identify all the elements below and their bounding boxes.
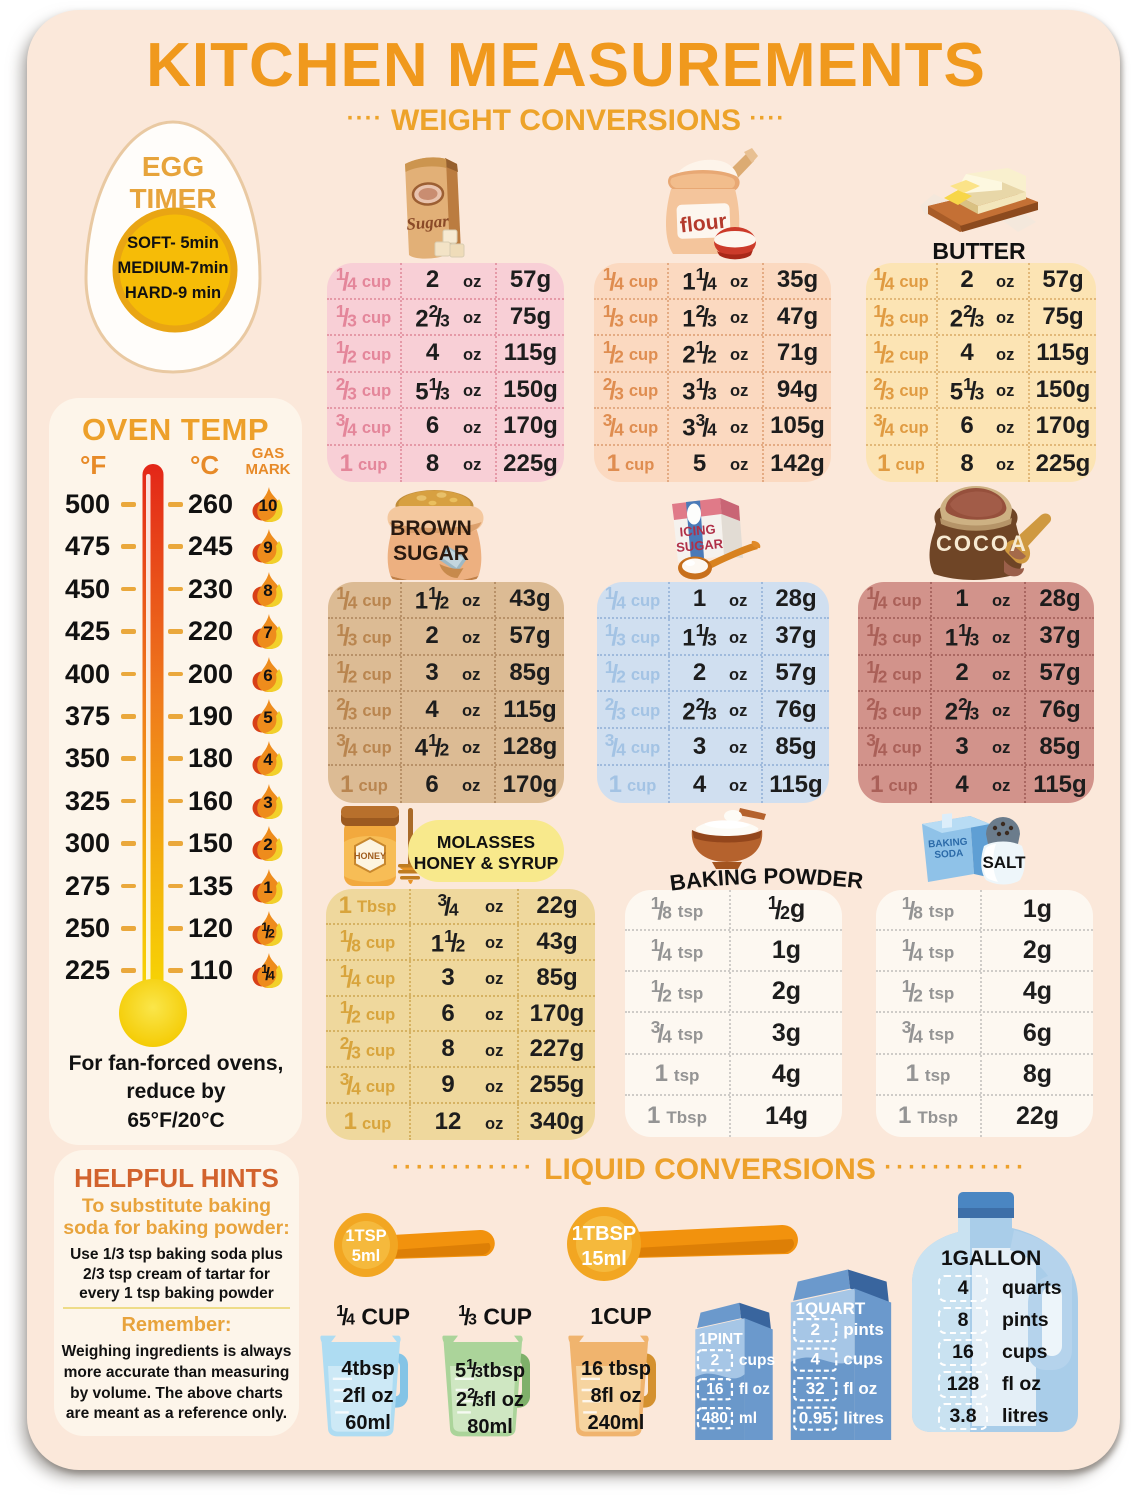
svg-text:1QUART: 1QUART (795, 1299, 866, 1318)
svg-text:BAKING POWDER: BAKING POWDER (668, 866, 864, 896)
svg-text:cups: cups (843, 1350, 883, 1369)
svg-text:SUGAR: SUGAR (676, 536, 725, 555)
svg-text:pints: pints (843, 1320, 884, 1339)
svg-text:32: 32 (806, 1379, 825, 1398)
svg-text:0.95: 0.95 (799, 1409, 832, 1428)
svg-text:SALT: SALT (982, 853, 1026, 872)
svg-text:BAKING: BAKING (928, 837, 968, 851)
svg-text:fl oz: fl oz (739, 1381, 770, 1398)
svg-text:2: 2 (811, 1320, 820, 1339)
svg-text:SODA: SODA (934, 848, 964, 861)
svg-text:HONEY: HONEY (354, 851, 386, 861)
svg-text:1PINT: 1PINT (699, 1331, 743, 1348)
svg-text:ICING: ICING (679, 521, 716, 539)
svg-text:Sugar: Sugar (406, 211, 450, 234)
svg-text:2: 2 (711, 1352, 720, 1369)
svg-text:cups: cups (739, 1352, 775, 1369)
svg-text:ml: ml (739, 1410, 757, 1427)
svg-text:fl oz: fl oz (843, 1379, 877, 1398)
svg-text:480: 480 (702, 1410, 728, 1427)
svg-text:litres: litres (843, 1409, 884, 1428)
svg-text:4: 4 (811, 1350, 821, 1369)
svg-text:16: 16 (706, 1381, 724, 1398)
